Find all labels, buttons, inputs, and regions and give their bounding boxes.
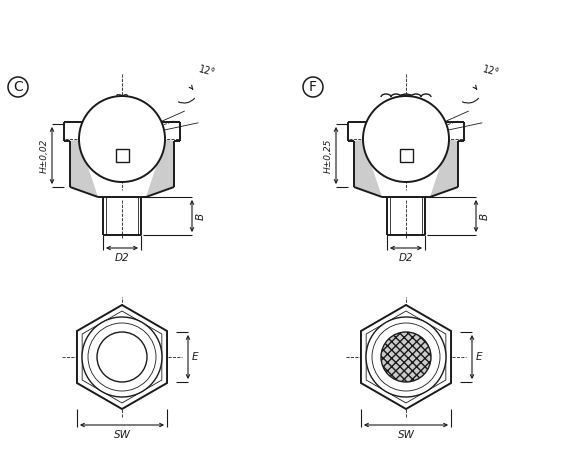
Text: E: E bbox=[476, 352, 482, 362]
Polygon shape bbox=[82, 311, 162, 403]
Circle shape bbox=[97, 332, 147, 382]
Text: C: C bbox=[13, 80, 23, 94]
Polygon shape bbox=[77, 305, 167, 409]
Bar bbox=[115, 149, 129, 161]
Text: 12°: 12° bbox=[197, 64, 216, 78]
Text: H±0,25: H±0,25 bbox=[324, 138, 333, 173]
Text: B: B bbox=[196, 212, 206, 219]
Text: D2: D2 bbox=[115, 253, 129, 263]
Polygon shape bbox=[146, 139, 174, 197]
Circle shape bbox=[366, 317, 446, 397]
Text: B: B bbox=[480, 212, 490, 219]
Polygon shape bbox=[70, 139, 98, 197]
Text: D3: D3 bbox=[399, 94, 413, 104]
Text: F: F bbox=[309, 80, 317, 94]
Circle shape bbox=[82, 317, 162, 397]
Text: SW: SW bbox=[398, 430, 414, 440]
Bar bbox=[399, 149, 413, 161]
Polygon shape bbox=[361, 305, 451, 409]
Circle shape bbox=[381, 332, 431, 382]
Text: 12°: 12° bbox=[481, 64, 500, 78]
Polygon shape bbox=[430, 139, 458, 197]
Circle shape bbox=[79, 96, 165, 182]
Text: E: E bbox=[192, 352, 198, 362]
Circle shape bbox=[372, 323, 440, 391]
Circle shape bbox=[88, 323, 156, 391]
Circle shape bbox=[363, 96, 449, 182]
Text: D2: D2 bbox=[399, 253, 413, 263]
Text: D3: D3 bbox=[115, 94, 129, 104]
Polygon shape bbox=[354, 139, 382, 197]
Text: SW: SW bbox=[113, 430, 130, 440]
Polygon shape bbox=[366, 311, 446, 403]
Text: H±0,02: H±0,02 bbox=[40, 138, 49, 173]
